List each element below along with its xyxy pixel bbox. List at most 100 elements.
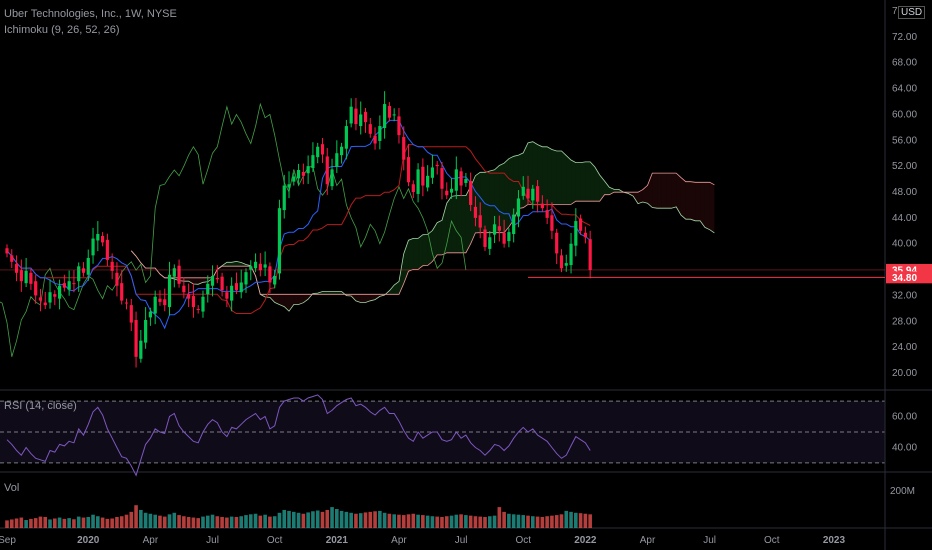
volume-bar — [401, 515, 406, 528]
rsi-tick-label: 60.00 — [892, 412, 917, 423]
volume-tick-label: 200M — [890, 486, 915, 497]
volume-bar — [588, 514, 592, 528]
cloud-segment — [704, 182, 710, 230]
candle-body — [430, 167, 435, 178]
cloud-segment — [499, 163, 505, 233]
cloud-segment — [489, 169, 495, 233]
candle-body — [77, 266, 81, 282]
cloud-segment — [422, 234, 428, 266]
candle-body — [67, 281, 71, 290]
volume-bar — [148, 513, 153, 528]
cloud-segment — [528, 141, 533, 205]
cloud-segment — [652, 173, 658, 209]
candle-body — [210, 276, 215, 286]
volume-bar — [311, 511, 315, 528]
volume-bar — [215, 516, 220, 528]
volume-bar — [48, 519, 52, 528]
candle-body — [340, 146, 344, 156]
volume-bar — [72, 519, 76, 528]
cloud-segment — [671, 173, 677, 209]
volume-bar — [483, 516, 487, 528]
candle-body — [296, 170, 301, 179]
candle-body — [502, 232, 506, 244]
time-tick-label: Oct — [515, 535, 531, 546]
cloud-segment — [322, 291, 328, 295]
volume-bar — [248, 514, 253, 528]
volume-bar — [119, 516, 124, 528]
cloud-segment — [418, 234, 423, 270]
volume-bar — [220, 516, 224, 528]
price-tick-label: 44.00 — [892, 213, 917, 224]
candle-body — [540, 203, 544, 209]
candle-body — [129, 305, 133, 323]
candle-body — [449, 188, 454, 193]
candle-body — [526, 188, 530, 199]
candle-body — [258, 263, 262, 271]
volume-bar — [564, 510, 569, 528]
volume-bar — [43, 516, 48, 528]
candle-body — [411, 184, 415, 192]
ichimoku-legend[interactable]: Ichimoku (9, 26, 52, 26) — [4, 24, 120, 36]
cloud-segment — [293, 294, 299, 305]
cloud-segment — [637, 189, 643, 204]
volume-bar — [153, 514, 157, 528]
volume-bar — [554, 515, 559, 528]
candle-body — [473, 206, 478, 218]
time-tick-label: Oct — [764, 535, 780, 546]
symbol-title[interactable]: Uber Technologies, Inc., 1W, NYSE — [4, 8, 177, 20]
volume-pane: 200M — [5, 486, 915, 528]
time-axis: Sep 2020 Apr Jul Oct 2021 Apr Jul Oct 2022 Apr Jul O… — [0, 535, 845, 546]
candle-body — [478, 215, 482, 228]
volume-bar — [511, 514, 516, 528]
volume-bar — [320, 511, 325, 528]
candle-body — [325, 156, 329, 185]
candle-body — [306, 166, 310, 174]
volume-bar — [550, 515, 554, 528]
candle-body — [316, 146, 320, 158]
volume-bar — [210, 514, 215, 528]
volume-bar — [344, 511, 349, 528]
candle-body — [48, 292, 52, 303]
candle-body — [29, 272, 33, 284]
price-axis: 76.0072.0068.0064.0060.0056.0052.0048.00… — [0, 6, 932, 379]
candle-body — [459, 171, 463, 186]
volume-bar — [315, 510, 320, 528]
candle-body — [230, 285, 234, 301]
volume-bar — [430, 516, 435, 528]
price-tick-label: 24.00 — [892, 342, 917, 353]
candle-body — [301, 171, 305, 176]
cloud-segment — [298, 294, 304, 305]
cloud-segment — [547, 146, 552, 205]
candle-body — [512, 214, 516, 235]
cloud-segment — [556, 150, 562, 205]
candle-body — [445, 190, 449, 196]
candle-body — [34, 281, 38, 296]
currency-label[interactable]: USD — [898, 6, 926, 19]
volume-bar — [24, 520, 28, 528]
volume-legend[interactable]: Vol — [4, 482, 20, 494]
ichimoku-lines — [0, 102, 715, 357]
volume-bar — [234, 516, 239, 528]
candle-body — [182, 285, 186, 293]
volume-bar — [516, 514, 521, 528]
price-tick-label: 60.00 — [892, 109, 917, 120]
rsi-tick-label: 40.00 — [892, 442, 917, 453]
volume-bar — [411, 513, 416, 528]
candle-body — [579, 218, 583, 231]
price-tick-label: 20.00 — [892, 368, 917, 379]
volume-bar — [454, 514, 459, 528]
volume-bar — [335, 509, 339, 528]
volume-bar — [57, 517, 62, 528]
candle-body — [378, 126, 382, 141]
candle-body — [91, 238, 95, 256]
rsi-legend[interactable]: RSI (14, close) — [4, 400, 77, 412]
cloud-segment — [594, 166, 600, 202]
candlestick-series — [5, 91, 592, 368]
cloud-segment — [183, 277, 189, 282]
volume-bar — [473, 516, 478, 528]
volume-bar — [545, 516, 549, 528]
candle-body — [555, 232, 559, 254]
candle-body — [19, 270, 23, 282]
cloud-segment — [441, 203, 447, 255]
